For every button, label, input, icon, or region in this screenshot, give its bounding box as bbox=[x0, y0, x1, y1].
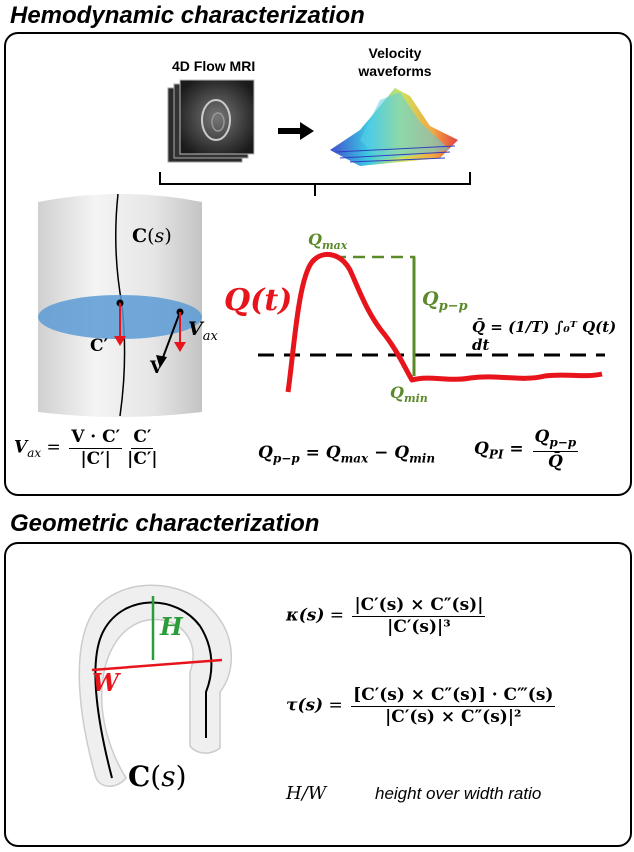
aortic-arch-graphic bbox=[78, 584, 232, 787]
pipeline-graphic bbox=[159, 79, 471, 196]
flow-waveform bbox=[258, 252, 605, 393]
curvature-equation: κ(s) = |C′(s) × C″(s)| |C′(s)|³ bbox=[286, 595, 486, 637]
qpi-equation: QPI = Qp−p Q̄ bbox=[474, 427, 579, 472]
h-label: H bbox=[160, 612, 183, 641]
geometric-panel bbox=[4, 542, 632, 847]
velocity-label: Velocity waveforms bbox=[358, 45, 432, 79]
geometric-title: Geometric characterization bbox=[10, 510, 320, 537]
velocity-waveform-surface bbox=[330, 88, 458, 166]
hw-ratio-label: H/W bbox=[286, 783, 327, 804]
hw-ratio-description: height over width ratio bbox=[375, 784, 542, 803]
mri-image-stack bbox=[167, 79, 255, 163]
qpp-label: Qp−p bbox=[422, 288, 468, 314]
v-vector-label: V bbox=[150, 358, 164, 378]
vax-equation: Vax = V · C′ |C′| C′ |C′| bbox=[14, 427, 158, 469]
w-label: W bbox=[92, 668, 119, 697]
centerline-label: C(s) bbox=[132, 225, 172, 247]
bracket bbox=[159, 172, 471, 196]
hemodynamic-title: Hemodynamic characterization bbox=[10, 2, 365, 29]
qmax-label: Qmax bbox=[308, 230, 348, 253]
v-ax-label: Vax bbox=[188, 318, 218, 344]
q-t-label: Q(t) bbox=[224, 283, 293, 318]
hemodynamic-panel bbox=[4, 32, 632, 496]
arch-centerline-label: C(s) bbox=[128, 760, 187, 793]
width-line bbox=[91, 658, 223, 672]
qmin-label: Qmin bbox=[390, 383, 428, 406]
pipeline-arrow-icon bbox=[278, 122, 314, 140]
torsion-equation: τ(s) = [C′(s) × C″(s)] · C‴(s) |C′(s) × C… bbox=[286, 685, 556, 727]
vessel-and-flow-graphic bbox=[38, 193, 605, 417]
arch-centerline bbox=[94, 601, 213, 779]
flow-curve bbox=[285, 252, 603, 393]
aortic-arch-tube bbox=[78, 584, 232, 787]
c-prime-label: C′ bbox=[90, 336, 109, 356]
qbar-equation: Q̄ = (1/T) ∫₀ᵀ Q(t) dt bbox=[472, 318, 617, 354]
qpp-equation: Qp−p = Qmax − Qmin bbox=[258, 443, 436, 466]
mri-label: 4D Flow MRI bbox=[172, 58, 256, 74]
